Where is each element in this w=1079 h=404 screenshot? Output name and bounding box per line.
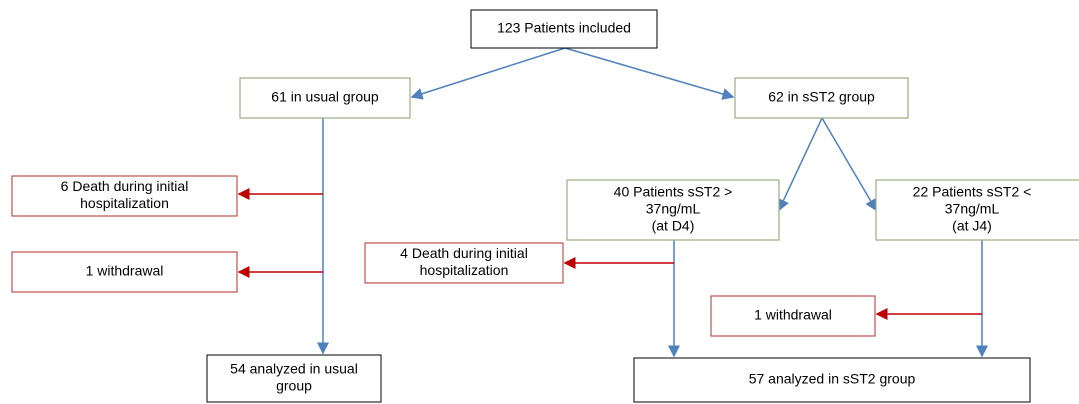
node-box [710, 295, 876, 337]
node-box [470, 9, 658, 49]
node-label: 1 withdrawal [754, 307, 832, 323]
arrow [564, 47, 735, 100]
node-box [206, 354, 382, 403]
node-label: 4 Death during initial [400, 245, 528, 261]
node-label: (at D4) [652, 218, 695, 234]
node-label: 61 in usual group [271, 89, 379, 105]
arrows [237, 47, 988, 358]
node-box [364, 242, 564, 284]
node-label: hospitalization [80, 195, 169, 211]
node-box [11, 175, 238, 217]
node-box [11, 251, 238, 293]
node-label: 62 in sST2 group [768, 89, 875, 105]
node-box [239, 77, 411, 119]
node-label: 37ng/mL [646, 201, 701, 217]
node-label: 22 Patients sST2 < [913, 184, 1032, 200]
node-box [875, 179, 1079, 241]
node-label: 40 Patients sST2 > [614, 184, 733, 200]
node-box [734, 77, 909, 119]
node-label: group [276, 378, 312, 394]
node-label: 37ng/mL [945, 201, 1000, 217]
node-box [633, 357, 1031, 403]
boxes: 123 Patients included 61 in usual group 62… [11, 9, 1079, 403]
node-label: 54 analyzed in usual [230, 361, 358, 377]
node-label: hospitalization [420, 262, 509, 278]
arrow [410, 47, 566, 100]
node-label: 57 analyzed in sST2 group [749, 371, 916, 387]
node-label: 1 withdrawal [86, 263, 164, 279]
node-label: 123 Patients included [497, 20, 631, 36]
node-label: 6 Death during initial [61, 178, 189, 194]
arrow [821, 117, 877, 212]
arrow [778, 117, 823, 212]
node-label: (at J4) [952, 218, 992, 234]
node-box [566, 179, 780, 241]
